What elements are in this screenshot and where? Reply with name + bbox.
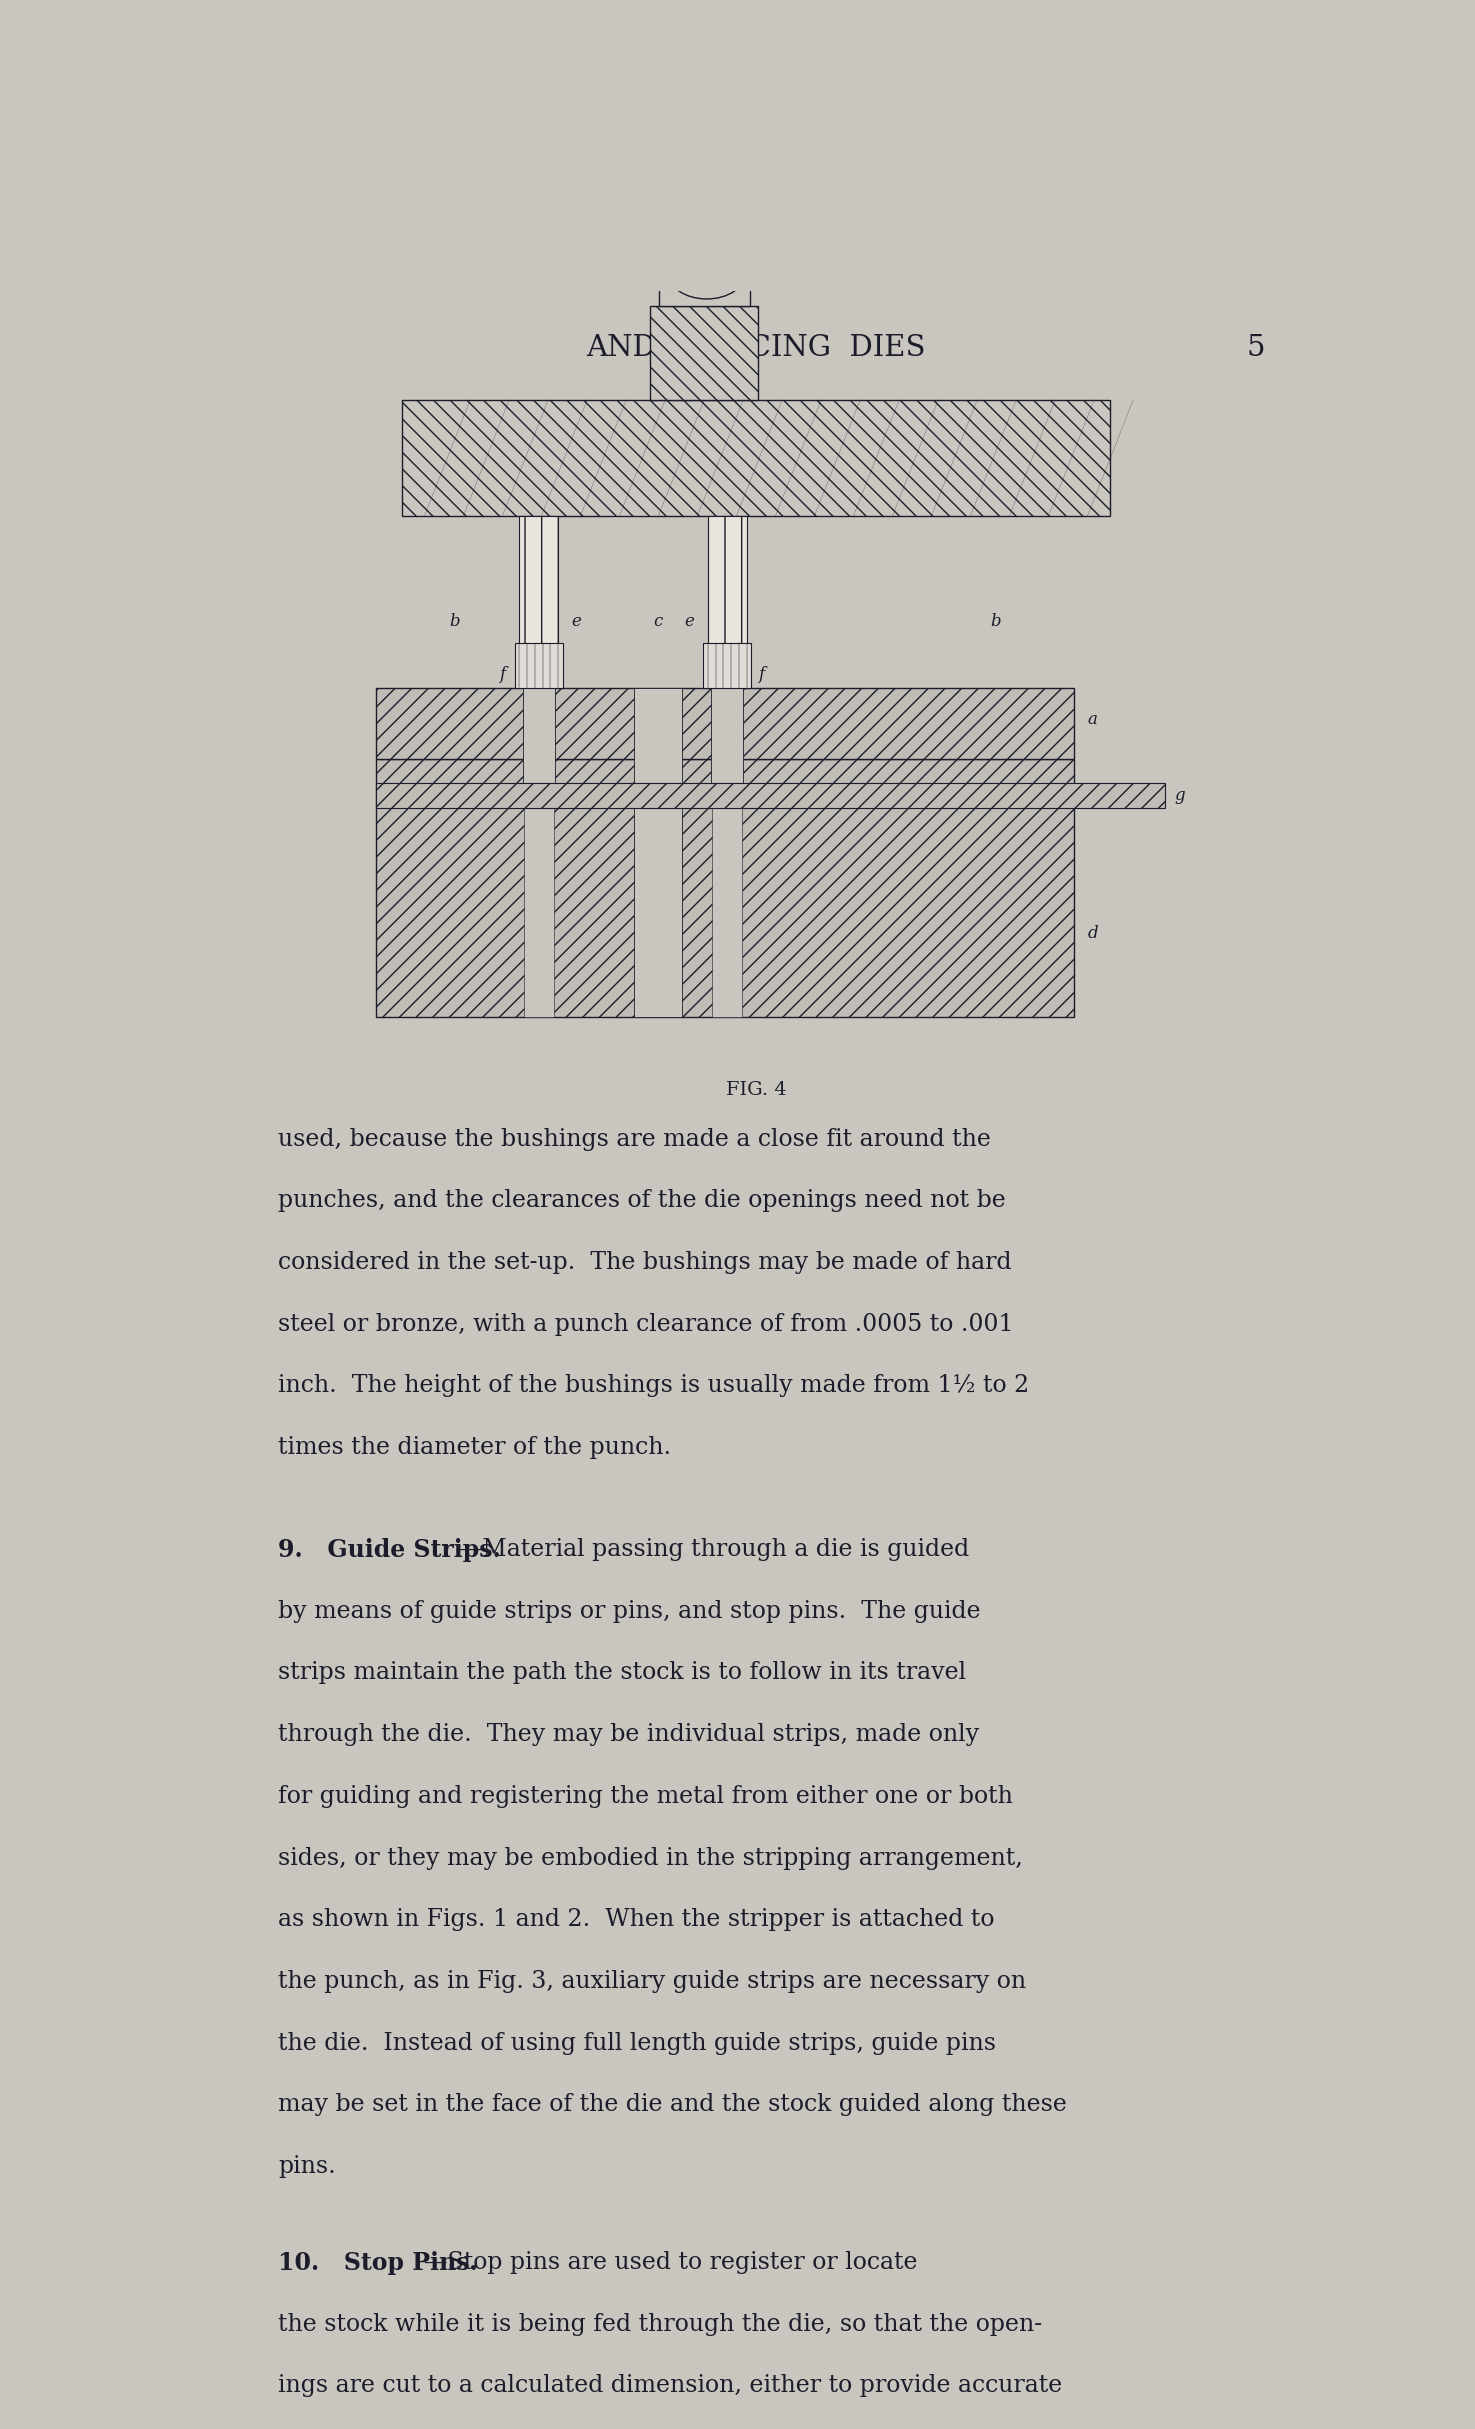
Bar xyxy=(708,515,746,819)
Text: d: d xyxy=(1087,925,1097,942)
Text: 5: 5 xyxy=(1246,335,1264,362)
Text: e: e xyxy=(684,612,695,629)
Text: g: g xyxy=(1174,787,1184,804)
Text: the punch, as in Fig. 3, auxiliary guide strips are necessary on: the punch, as in Fig. 3, auxiliary guide… xyxy=(279,1970,1027,1994)
Text: —Material passing through a die is guided: —Material passing through a die is guide… xyxy=(459,1538,969,1562)
Text: as shown in Figs. 1 and 2.  When the stripper is attached to: as shown in Figs. 1 and 2. When the stri… xyxy=(279,1909,994,1931)
Bar xyxy=(659,272,751,306)
Ellipse shape xyxy=(668,248,746,299)
Text: f: f xyxy=(758,666,764,683)
Text: —Stop pins are used to register or locate: —Stop pins are used to register or locat… xyxy=(425,2252,917,2274)
Text: the die.  Instead of using full length guide strips, guide pins: the die. Instead of using full length gu… xyxy=(279,2031,996,2055)
Text: inch.  The height of the bushings is usually made from 1½ to 2: inch. The height of the bushings is usua… xyxy=(279,1375,1030,1397)
Bar xyxy=(711,685,743,797)
Ellipse shape xyxy=(656,243,684,279)
Bar xyxy=(524,794,553,1018)
Text: ings are cut to a calculated dimension, either to provide accurate: ings are cut to a calculated dimension, … xyxy=(279,2373,1062,2397)
Text: b: b xyxy=(448,612,460,629)
Bar xyxy=(649,306,758,401)
Text: a: a xyxy=(1087,712,1097,729)
Bar xyxy=(376,760,1074,797)
Text: by means of guide strips or pins, and stop pins.  The guide: by means of guide strips or pins, and st… xyxy=(279,1601,981,1623)
Text: used, because the bushings are made a close fit around the: used, because the bushings are made a cl… xyxy=(279,1127,991,1151)
Text: c: c xyxy=(653,612,662,629)
Text: e: e xyxy=(571,612,581,629)
Text: through the die.  They may be individual strips, made only: through the die. They may be individual … xyxy=(279,1722,979,1746)
Text: AND  PIERCING  DIES: AND PIERCING DIES xyxy=(586,335,926,362)
Text: the stock while it is being fed through the die, so that the open-: the stock while it is being fed through … xyxy=(279,2312,1043,2337)
Bar xyxy=(515,644,563,687)
Text: for guiding and registering the metal from either one or both: for guiding and registering the metal fr… xyxy=(279,1785,1013,1807)
Text: pins.: pins. xyxy=(279,2155,336,2179)
Bar xyxy=(522,685,555,797)
Text: 10.   Stop Pins.: 10. Stop Pins. xyxy=(279,2252,478,2276)
Text: considered in the set-up.  The bushings may be made of hard: considered in the set-up. The bushings m… xyxy=(279,1251,1012,1273)
Text: sides, or they may be embodied in the stripping arrangement,: sides, or they may be embodied in the st… xyxy=(279,1846,1024,1870)
Text: punches, and the clearances of the die openings need not be: punches, and the clearances of the die o… xyxy=(279,1190,1006,1212)
Bar xyxy=(712,794,742,1018)
Bar xyxy=(376,687,1074,758)
Text: may be set in the face of the die and the stock guided along these: may be set in the face of the die and th… xyxy=(279,2094,1066,2116)
Text: b: b xyxy=(991,612,1002,629)
Text: steel or bronze, with a punch clearance of from .0005 to .001: steel or bronze, with a punch clearance … xyxy=(279,1312,1013,1336)
Bar xyxy=(376,785,1165,809)
Bar xyxy=(634,687,681,1018)
Bar xyxy=(519,515,558,819)
Bar xyxy=(401,401,1111,515)
Text: strips maintain the path the stock is to follow in its travel: strips maintain the path the stock is to… xyxy=(279,1661,966,1683)
Text: times the diameter of the punch.: times the diameter of the punch. xyxy=(279,1436,671,1460)
Bar xyxy=(376,797,1074,1018)
Text: f: f xyxy=(500,666,506,683)
Text: FIG. 4: FIG. 4 xyxy=(726,1081,786,1098)
Bar xyxy=(704,644,751,687)
Text: 9.   Guide Strips.: 9. Guide Strips. xyxy=(279,1538,502,1562)
